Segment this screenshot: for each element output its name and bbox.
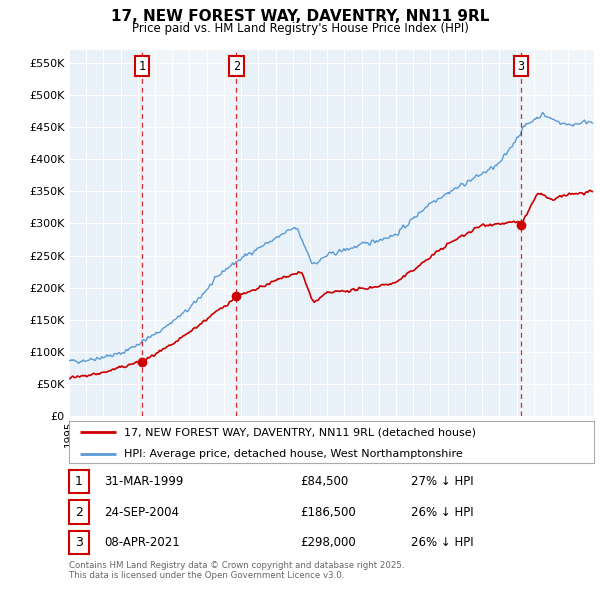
Text: £298,000: £298,000 — [300, 536, 356, 549]
Text: 26% ↓ HPI: 26% ↓ HPI — [411, 536, 473, 549]
Text: 1: 1 — [139, 60, 146, 73]
Text: 3: 3 — [75, 536, 83, 549]
Text: £84,500: £84,500 — [300, 475, 348, 488]
Text: 2: 2 — [75, 506, 83, 519]
Text: 3: 3 — [518, 60, 525, 73]
Text: 1: 1 — [75, 475, 83, 488]
Text: 17, NEW FOREST WAY, DAVENTRY, NN11 9RL (detached house): 17, NEW FOREST WAY, DAVENTRY, NN11 9RL (… — [124, 427, 476, 437]
Text: Contains HM Land Registry data © Crown copyright and database right 2025.
This d: Contains HM Land Registry data © Crown c… — [69, 561, 404, 581]
Text: 08-APR-2021: 08-APR-2021 — [104, 536, 179, 549]
Text: Price paid vs. HM Land Registry's House Price Index (HPI): Price paid vs. HM Land Registry's House … — [131, 22, 469, 35]
Text: 24-SEP-2004: 24-SEP-2004 — [104, 506, 179, 519]
Text: 17, NEW FOREST WAY, DAVENTRY, NN11 9RL: 17, NEW FOREST WAY, DAVENTRY, NN11 9RL — [111, 9, 489, 24]
Text: £186,500: £186,500 — [300, 506, 356, 519]
Text: 2: 2 — [233, 60, 240, 73]
Text: 27% ↓ HPI: 27% ↓ HPI — [411, 475, 473, 488]
Bar — [142, 50, 236, 416]
Text: 31-MAR-1999: 31-MAR-1999 — [104, 475, 183, 488]
Text: HPI: Average price, detached house, West Northamptonshire: HPI: Average price, detached house, West… — [124, 449, 463, 459]
Text: 26% ↓ HPI: 26% ↓ HPI — [411, 506, 473, 519]
Bar — [521, 50, 594, 416]
